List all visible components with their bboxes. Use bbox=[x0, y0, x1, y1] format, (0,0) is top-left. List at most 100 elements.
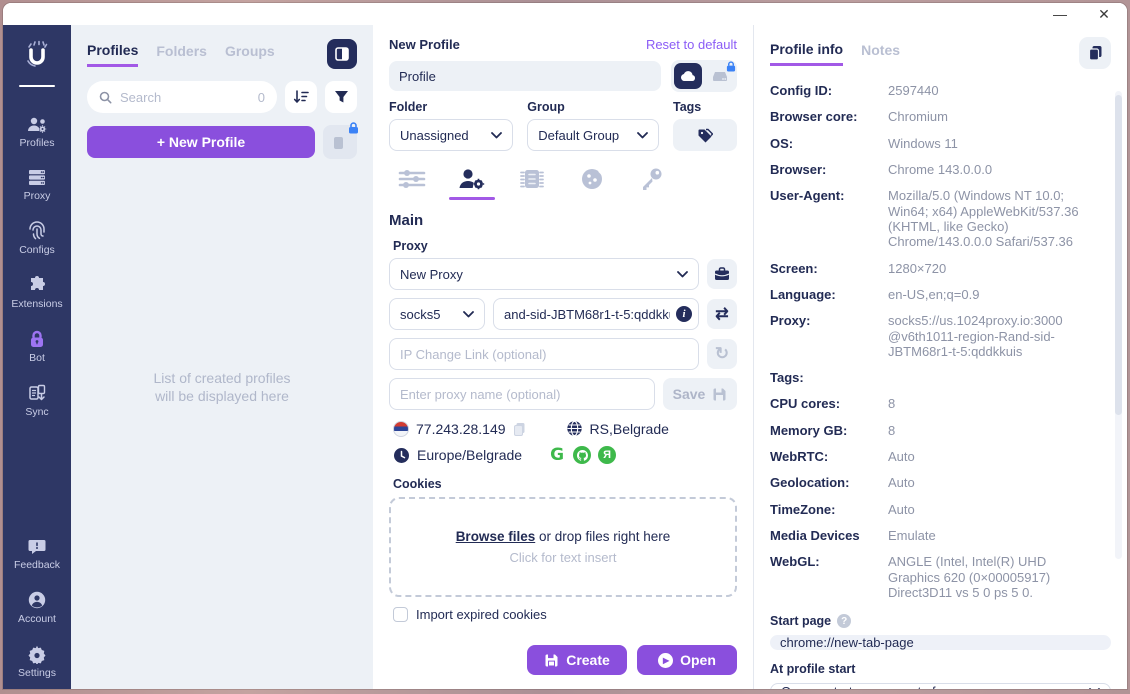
app-logo bbox=[19, 37, 55, 87]
create-button[interactable]: Create bbox=[527, 645, 627, 675]
minimize-button[interactable]: — bbox=[1053, 6, 1067, 22]
key-icon bbox=[643, 168, 662, 190]
profile-settings-icon-tabs bbox=[389, 167, 737, 200]
sidebar-item-proxy[interactable]: Proxy bbox=[24, 168, 50, 202]
import-expired-cookies-checkbox[interactable] bbox=[393, 607, 408, 622]
proxy-name-input[interactable] bbox=[389, 378, 655, 410]
ip-change-link-input[interactable] bbox=[389, 338, 699, 370]
app-window: — ✕ bbox=[3, 3, 1127, 689]
field-media-devices: Media Devices Emulate bbox=[770, 527, 936, 543]
tab-profile-main[interactable] bbox=[449, 167, 495, 200]
sidebar-label-configs: Configs bbox=[19, 244, 55, 256]
sidebar-item-feedback[interactable]: Feedback bbox=[14, 537, 60, 571]
tab-access[interactable] bbox=[635, 167, 669, 200]
refresh-ip-button[interactable]: ↻ bbox=[707, 339, 737, 369]
open-button[interactable]: ▶ Open bbox=[637, 645, 737, 675]
profile-name-input[interactable] bbox=[389, 61, 661, 91]
import-expired-cookies-row[interactable]: Import expired cookies bbox=[389, 607, 737, 622]
sidebar-item-bot[interactable]: Bot bbox=[27, 329, 47, 364]
field-config-id: Config ID: 2597440 bbox=[770, 83, 939, 98]
tab-cookies[interactable] bbox=[575, 167, 609, 200]
save-proxy-button[interactable]: Save bbox=[663, 378, 737, 410]
copy-ip-icon[interactable] bbox=[513, 422, 526, 436]
field-webgl: WebGL: ANGLE (Intel, Intel(R) UHD Graphic… bbox=[770, 554, 1051, 600]
search-box[interactable]: 0 bbox=[87, 81, 277, 113]
field-webrtc: WebRTC: Auto bbox=[770, 448, 915, 464]
chevron-down-icon bbox=[1089, 688, 1100, 689]
group-label: Group bbox=[527, 100, 565, 114]
sync-doc-icon bbox=[29, 384, 46, 401]
yandex-check-icon[interactable]: Я bbox=[598, 446, 617, 464]
sidebar-item-account[interactable]: Account bbox=[18, 590, 56, 625]
sidebar-item-extensions[interactable]: Extensions bbox=[11, 275, 63, 310]
proxy-type-select[interactable]: socks5 bbox=[389, 298, 485, 330]
github-check-icon[interactable] bbox=[573, 446, 592, 464]
save-floppy-icon bbox=[545, 654, 558, 666]
refresh-icon: ↻ bbox=[714, 344, 730, 363]
folder-select[interactable]: Unassigned bbox=[389, 119, 514, 151]
swap-proxy-button[interactable]: ⇄ bbox=[707, 299, 737, 329]
tab-notes[interactable]: Notes bbox=[861, 42, 901, 58]
split-panel-icon bbox=[335, 47, 349, 61]
sidebar-item-profiles[interactable]: Profiles bbox=[19, 116, 55, 149]
sidebar-label-bot: Bot bbox=[29, 352, 45, 364]
tab-general-settings[interactable] bbox=[395, 167, 429, 200]
sort-button[interactable] bbox=[285, 81, 317, 113]
search-icon bbox=[99, 91, 112, 103]
field-cpu-cores: CPU cores: 8 bbox=[770, 396, 896, 412]
filter-icon bbox=[334, 91, 348, 103]
info-scrollbar-thumb[interactable] bbox=[1115, 95, 1122, 415]
start-page-field[interactable]: chrome://new-tab-page bbox=[770, 635, 1111, 651]
sidebar-item-sync[interactable]: Sync bbox=[25, 383, 49, 418]
sidebar-label-account: Account bbox=[18, 613, 56, 625]
cloud-storage-button[interactable] bbox=[674, 63, 702, 89]
local-drive-icon bbox=[713, 71, 727, 81]
search-count: 0 bbox=[257, 89, 265, 105]
local-profile-locked-button[interactable] bbox=[323, 122, 358, 159]
filter-button[interactable] bbox=[325, 81, 357, 113]
tab-groups[interactable]: Groups bbox=[224, 43, 275, 59]
google-check-icon[interactable]: G bbox=[550, 445, 565, 465]
search-input[interactable] bbox=[120, 89, 250, 105]
browse-files-link[interactable]: Browse files bbox=[455, 529, 536, 544]
tags-button[interactable] bbox=[673, 119, 737, 151]
ip-address: 77.243.28.149 bbox=[416, 420, 506, 437]
panel-layout-toggle-button[interactable] bbox=[327, 39, 357, 69]
copy-profile-info-button[interactable] bbox=[1079, 37, 1111, 69]
info-icon[interactable]: i bbox=[676, 306, 692, 322]
proxy-manager-button[interactable] bbox=[707, 259, 737, 289]
tab-hardware[interactable] bbox=[515, 167, 549, 200]
storage-toggle bbox=[671, 60, 737, 92]
profile-info-fields: Config ID: 2597440 Browser core: Chromium … bbox=[770, 83, 1111, 600]
cookies-dropzone[interactable]: Browse files or drop files right here Cl… bbox=[389, 497, 737, 597]
cookie-icon bbox=[582, 169, 604, 189]
sidebar-label-profiles: Profiles bbox=[19, 137, 55, 149]
reset-to-default-link[interactable]: Reset to default bbox=[645, 37, 737, 52]
profile-info-panel: Profile info Notes Config ID: 2597440 Bro… bbox=[753, 25, 1127, 689]
field-proxy: Proxy: socks5://us.1024proxy.io:3000 @v6t… bbox=[770, 313, 1063, 359]
at-profile-start-label: At profile start bbox=[770, 662, 856, 677]
help-icon[interactable]: ? bbox=[837, 614, 852, 629]
new-profile-button[interactable]: + New Profile bbox=[87, 126, 315, 158]
profile-card-icon bbox=[333, 136, 343, 149]
tab-profile-info[interactable]: Profile info bbox=[770, 41, 844, 66]
profiles-list-panel: Profiles Folders Groups 0 bbox=[71, 25, 373, 689]
tab-profiles[interactable]: Profiles bbox=[87, 42, 139, 67]
field-screen: Screen: 1280×720 bbox=[770, 260, 947, 276]
proxy-host-input[interactable] bbox=[493, 298, 699, 330]
field-os: OS: Windows 11 bbox=[770, 135, 958, 151]
at-profile-start-select[interactable]: Open a start page or set of pages bbox=[770, 683, 1111, 689]
group-select[interactable]: Default Group bbox=[527, 119, 659, 151]
tag-icon bbox=[698, 128, 713, 142]
local-storage-button[interactable] bbox=[706, 61, 736, 89]
start-page-label: Start page bbox=[770, 614, 832, 629]
sidebar-item-settings[interactable]: Settings bbox=[18, 644, 56, 679]
tab-folders[interactable]: Folders bbox=[156, 43, 207, 59]
close-button[interactable]: ✕ bbox=[1098, 6, 1110, 22]
field-browser: Browser: Chrome 143.0.0.0 bbox=[770, 161, 993, 177]
logo-divider bbox=[19, 85, 55, 87]
tags-label: Tags bbox=[673, 100, 702, 114]
proxy-select[interactable]: New Proxy bbox=[389, 258, 699, 290]
sidebar-item-configs[interactable]: Configs bbox=[19, 221, 55, 256]
timezone-value: Europe/Belgrade bbox=[417, 447, 523, 463]
